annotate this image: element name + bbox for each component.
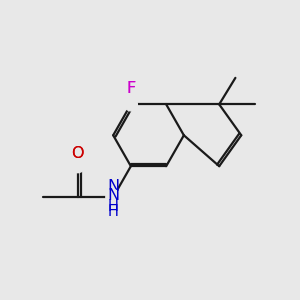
Circle shape [124, 98, 137, 111]
Text: O: O [72, 146, 84, 161]
Text: H: H [108, 205, 118, 220]
Circle shape [71, 160, 84, 173]
Text: F: F [126, 81, 136, 96]
Text: O: O [72, 146, 84, 161]
Text: H: H [108, 199, 118, 214]
Circle shape [106, 190, 121, 205]
Text: F: F [126, 81, 136, 96]
Text: N: N [107, 188, 119, 203]
Text: N: N [107, 178, 119, 194]
